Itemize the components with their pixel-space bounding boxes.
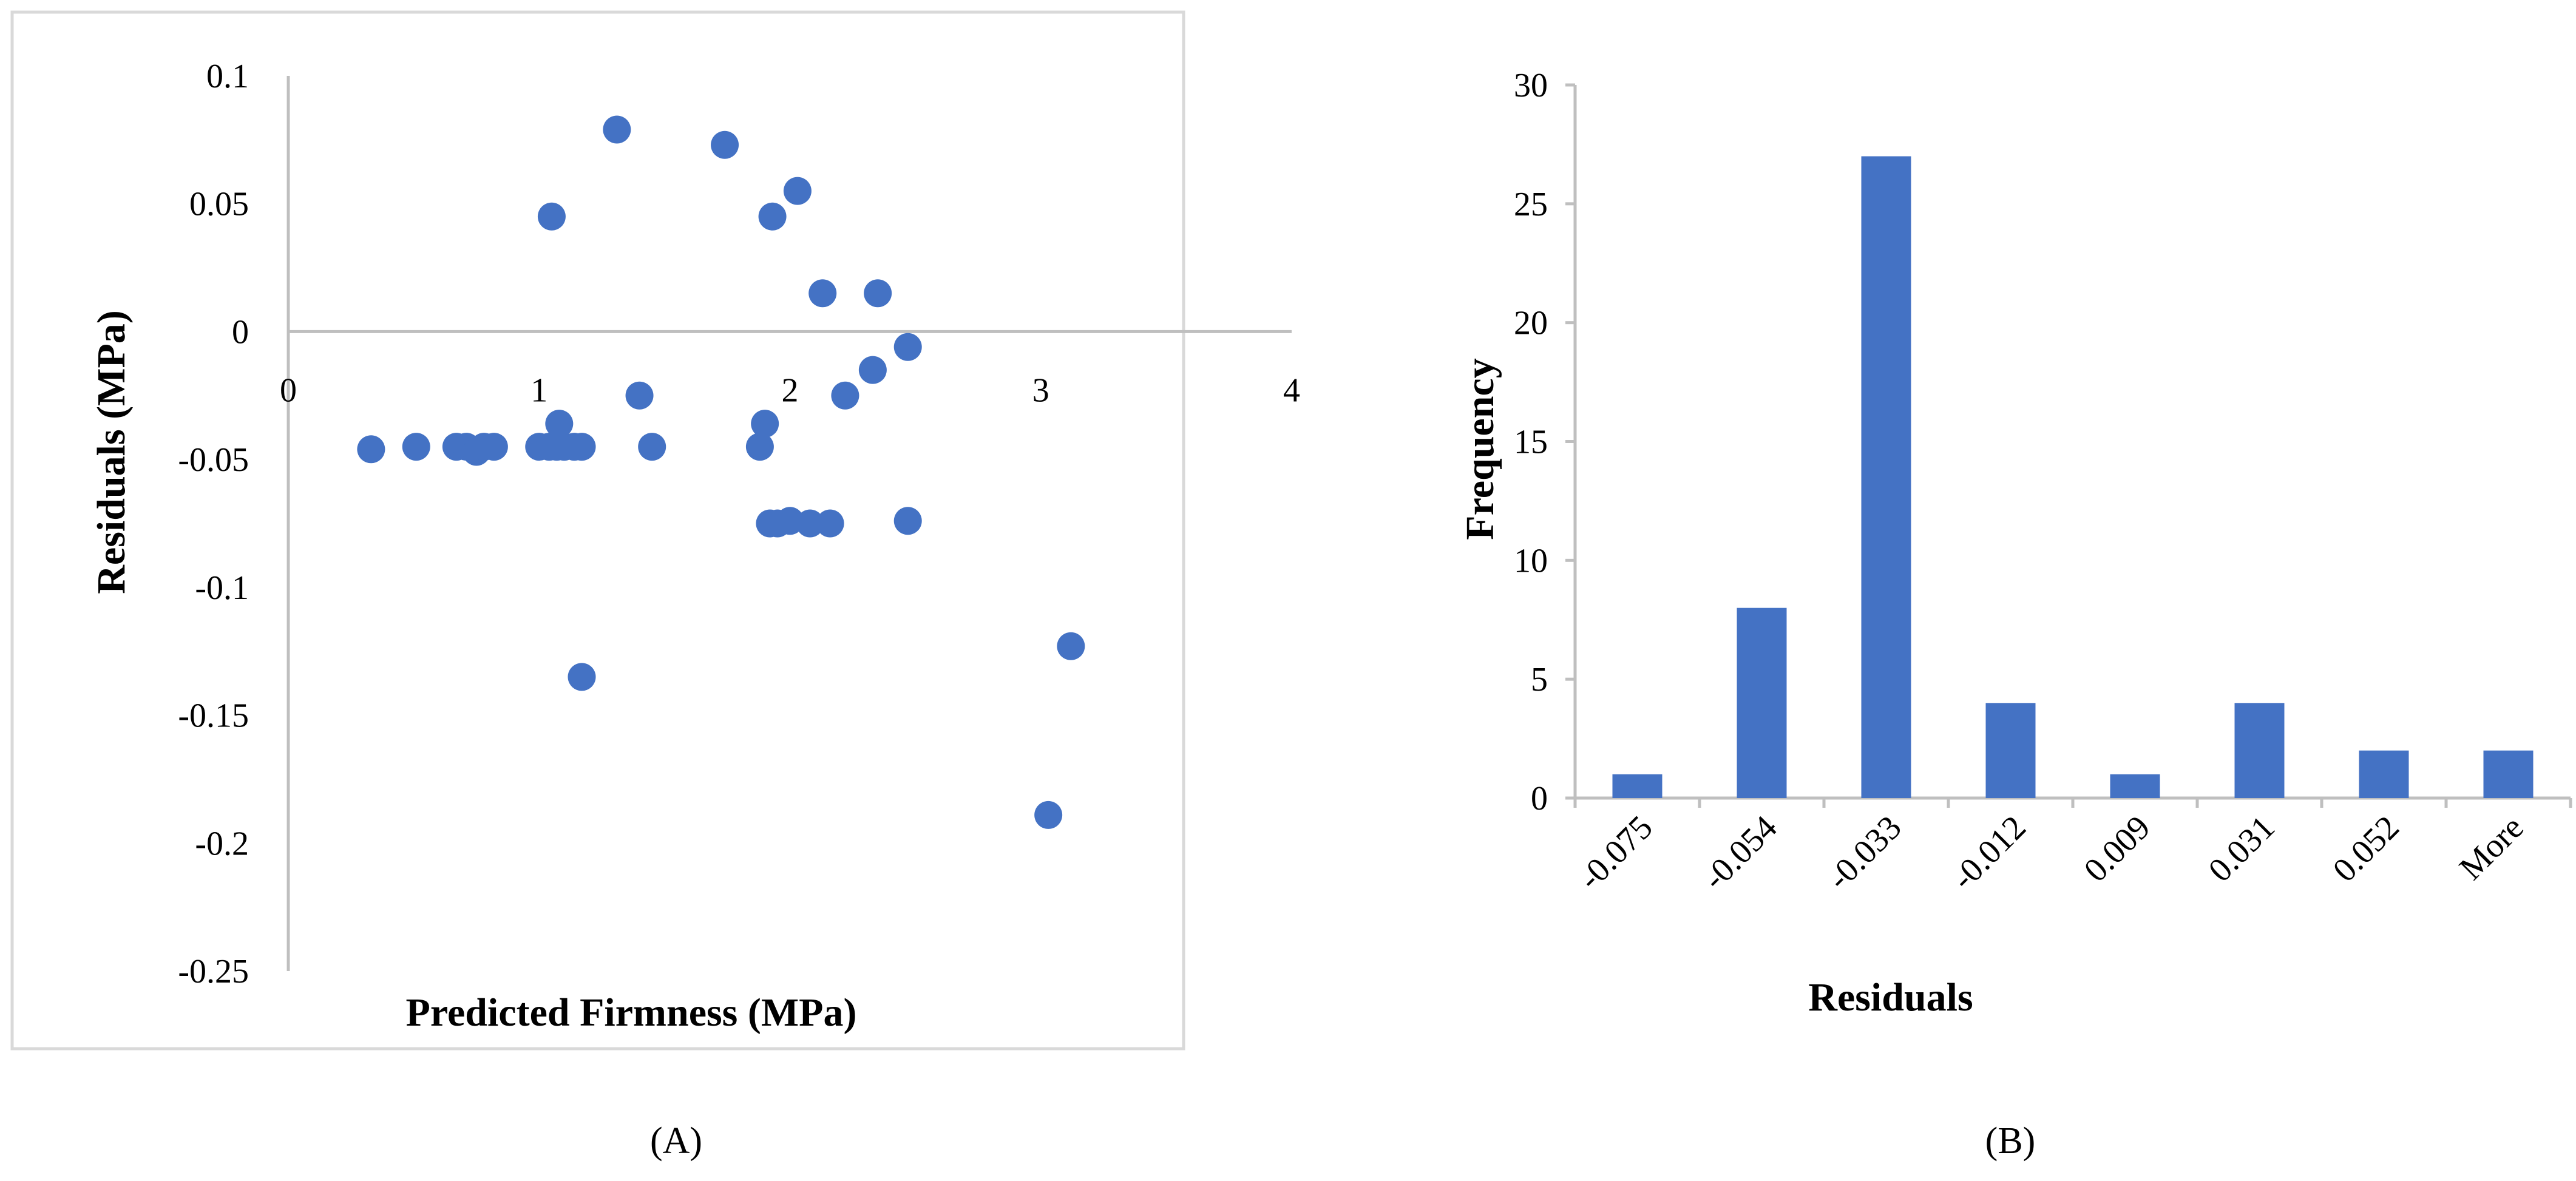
scatter-point <box>1034 800 1063 829</box>
scatter-y-axis-title: Residuals (MPa) <box>89 310 134 594</box>
histogram-category-labels: -0.075 -0.054 -0.033 -0.012 0.009 0.031 0.052 M… <box>1571 808 2531 897</box>
scatter-point <box>568 433 596 461</box>
histogram-category-label: 0.031 <box>2201 808 2282 889</box>
scatter-point <box>625 381 654 410</box>
histogram-category-label: 0.052 <box>2326 808 2407 889</box>
histogram-y-tick-label: 15 <box>1514 424 1548 461</box>
histogram-y-tick-label: 5 <box>1531 661 1548 699</box>
histogram-bar <box>1861 156 1911 798</box>
scatter-point <box>537 202 566 231</box>
scatter-x-tick-label: 0 <box>280 371 297 409</box>
scatter-x-tick-label: 4 <box>1283 371 1300 409</box>
scatter-point <box>893 507 922 535</box>
histogram-bars <box>1612 156 2534 798</box>
scatter-y-tick-label: -0.15 <box>178 697 249 735</box>
histogram-category-label: -0.033 <box>1820 808 1909 897</box>
scatter-points <box>357 115 1085 829</box>
histogram-category-label: More <box>2452 808 2531 887</box>
scatter-y-tick-labels: 0.1 0.05 0 -0.05 -0.1 -0.15 -0.2 -0.25 <box>178 58 249 990</box>
histogram-y-tick-label: 30 <box>1514 67 1548 104</box>
scatter-y-tick-label: -0.1 <box>195 569 249 607</box>
histogram-y-tick-label: 0 <box>1531 780 1548 817</box>
scatter-point <box>568 663 596 691</box>
histogram-y-tick-label: 20 <box>1514 305 1548 342</box>
histogram-bar <box>1985 703 2036 798</box>
scatter-point <box>751 410 779 438</box>
histogram-y-tick-label: 25 <box>1514 186 1548 223</box>
scatter-point <box>480 433 508 461</box>
scatter-x-tick-label: 3 <box>1032 371 1049 409</box>
scatter-y-tick-label: -0.2 <box>195 825 249 862</box>
scatter-point <box>545 410 574 438</box>
scatter-axes <box>286 76 1292 971</box>
scatter-point <box>796 509 824 538</box>
scatter-point <box>357 435 385 464</box>
scatter-x-axis-title: Predicted Firmness (MPa) <box>406 990 857 1035</box>
histogram-category-label: -0.012 <box>1945 808 2033 897</box>
scatter-point <box>1057 632 1085 660</box>
histogram-y-tick-labels: 0 5 10 15 20 25 30 <box>1514 67 1575 817</box>
histogram-axes <box>1573 85 2572 808</box>
scatter-point <box>816 509 844 538</box>
scatter-point <box>858 356 887 384</box>
histogram-bar <box>1737 607 1787 798</box>
histogram-x-axis-title: Residuals <box>1808 975 1973 1020</box>
scatter-point <box>864 279 892 308</box>
scatter-point <box>893 333 922 361</box>
scatter-point <box>638 433 666 461</box>
scatter-y-tick-label: 0.05 <box>189 186 249 223</box>
scatter-y-tick-label: 0 <box>232 313 249 351</box>
histogram-bar <box>1612 774 1663 798</box>
scatter-point <box>831 381 859 410</box>
histogram-category-label: 0.009 <box>2077 808 2158 889</box>
histogram-y-axis-title: Frequency <box>1458 358 1502 540</box>
scatter-point <box>808 279 837 308</box>
scatter-x-tick-labels: 0 1 2 3 4 <box>280 371 1300 409</box>
histogram-bar <box>2483 750 2534 798</box>
histogram-bar <box>2359 750 2409 798</box>
histogram-chart: 0 5 10 15 20 25 30 -0.075 -0.054 -0.033 -0.012 0.0… <box>1458 67 2572 1020</box>
scatter-point <box>402 433 430 461</box>
scatter-point <box>758 202 787 231</box>
scatter-point <box>745 433 774 461</box>
scatter-x-tick-label: 2 <box>782 371 799 409</box>
histogram-y-tick-label: 10 <box>1514 542 1548 580</box>
scatter-x-tick-label: 1 <box>530 371 547 409</box>
panel-a-label: (A) <box>650 1120 702 1162</box>
histogram-bar <box>2234 703 2285 798</box>
panel-b-label: (B) <box>1985 1120 2036 1162</box>
scatter-panel-frame <box>10 10 1185 1051</box>
histogram-category-label: -0.054 <box>1696 808 1785 897</box>
scatter-point <box>603 115 631 144</box>
scatter-y-tick-label: -0.05 <box>178 441 249 479</box>
histogram-bar <box>2110 774 2160 798</box>
scatter-point <box>783 177 812 205</box>
scatter-y-tick-label: -0.25 <box>178 953 249 990</box>
scatter-point <box>711 130 739 159</box>
histogram-category-label: -0.075 <box>1571 808 1660 897</box>
scatter-y-tick-label: 0.1 <box>206 58 249 95</box>
scatter-chart: 0.1 0.05 0 -0.05 -0.1 -0.15 -0.2 -0.25 0 1 2 3 4 Pr… <box>89 58 1300 1035</box>
